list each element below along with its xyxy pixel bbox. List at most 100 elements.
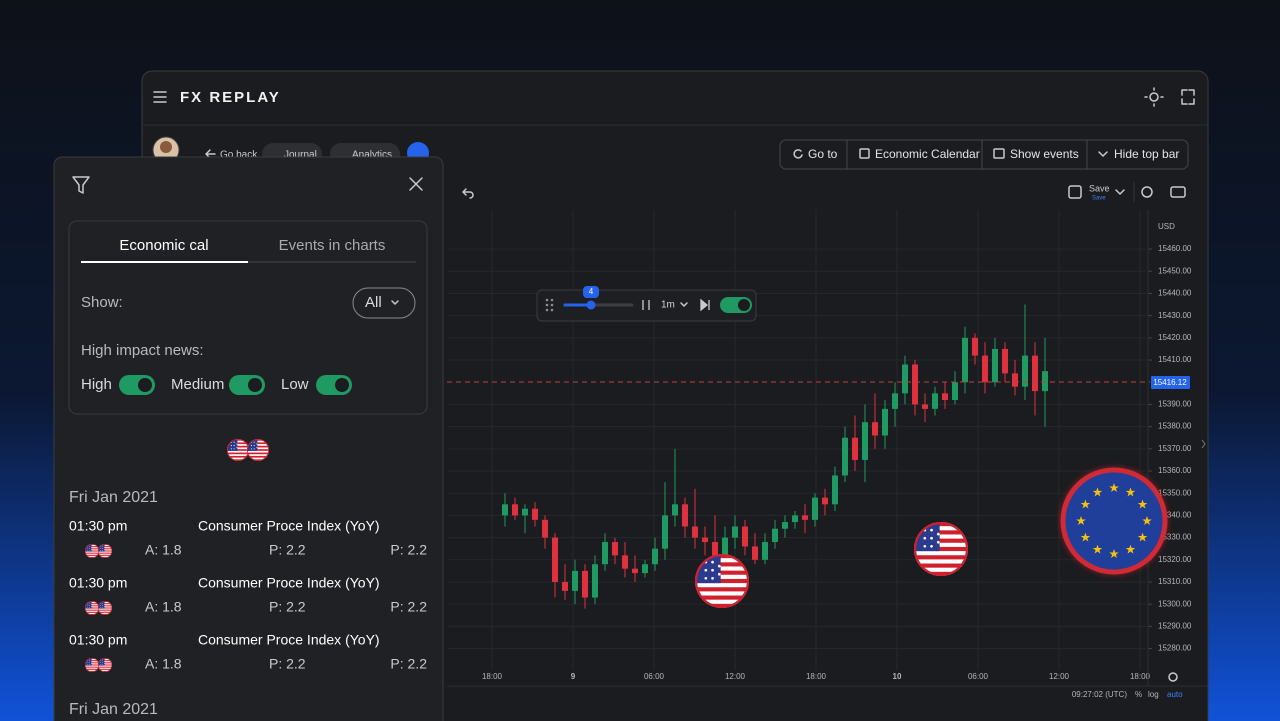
y-tick-label: 15310.00 xyxy=(1158,577,1192,586)
impact-toggles: High Medium Low xyxy=(81,375,352,395)
y-tick-label: 15410.00 xyxy=(1158,355,1192,364)
candle-body xyxy=(582,570,588,598)
layout-checkbox[interactable] xyxy=(1068,185,1082,199)
toggle-label: Medium xyxy=(171,376,224,393)
eu-event-flag[interactable] xyxy=(1060,467,1168,575)
toolbar-button[interactable]: Go to xyxy=(808,147,838,161)
toolbar-button[interactable]: Show events xyxy=(1010,147,1079,161)
log-toggle[interactable]: log xyxy=(1148,690,1159,699)
flag-icon xyxy=(98,658,112,672)
candle-body xyxy=(992,348,998,383)
price-label: 15416.12 xyxy=(1153,378,1187,387)
speed-knob[interactable] xyxy=(586,300,596,310)
event-actual: A: 1.8 xyxy=(145,542,182,558)
candle-body xyxy=(742,526,748,547)
candle-body xyxy=(592,564,598,598)
save-dropdown[interactable] xyxy=(1115,189,1125,195)
y-tick-label: 15280.00 xyxy=(1158,644,1192,653)
fullscreen-icon[interactable] xyxy=(1181,89,1195,105)
goto-icon xyxy=(793,149,803,159)
avatar-face xyxy=(160,141,172,153)
event-title: Consumer Proce Index (YoY) xyxy=(198,632,380,648)
go-back[interactable]: Go back xyxy=(220,150,258,161)
logo: FX REPLAY xyxy=(180,89,281,106)
close-button[interactable] xyxy=(409,177,423,191)
dropdown-chevron xyxy=(391,300,399,305)
y-tick-label: 15340.00 xyxy=(1158,511,1192,520)
axis-settings[interactable] xyxy=(1168,672,1178,682)
event-previous: P: 2.2 xyxy=(269,656,306,672)
candle-body xyxy=(782,522,788,529)
analytics: Analytics xyxy=(352,150,392,161)
event-time: 01:30 pm xyxy=(69,575,127,591)
skip-icon[interactable] xyxy=(700,298,710,312)
candle-body xyxy=(762,542,768,560)
chart: 18:00 9 06:00 12:00 18:00 10 06:00 12:00 18:00 15… xyxy=(447,210,1192,681)
tab-active[interactable]: Economic cal xyxy=(119,237,208,254)
candle-body xyxy=(772,528,778,543)
speed: 4 xyxy=(589,287,594,296)
y-tick-label: 15440.00 xyxy=(1158,289,1192,298)
flag-icon xyxy=(85,544,99,558)
undo-icon[interactable] xyxy=(462,188,474,199)
timeframe-dropdown[interactable] xyxy=(680,302,688,307)
candle-body xyxy=(892,393,898,409)
price-label-bg xyxy=(1151,376,1190,389)
y-tick-label: 15350.00 xyxy=(1158,488,1192,497)
y-tick-label: 15420.00 xyxy=(1158,333,1192,342)
date-heading: Fri Jan 2021 xyxy=(69,489,158,506)
toolbar-button[interactable]: Hide top bar xyxy=(1114,147,1179,161)
toolbar-button[interactable]: Economic Calendar xyxy=(875,147,980,161)
x-tick-label: 06:00 xyxy=(644,672,665,681)
candle-body xyxy=(922,404,928,409)
y-tick-label: 15370.00 xyxy=(1158,444,1192,453)
show-dropdown[interactable] xyxy=(352,287,416,319)
y-tick-label: 15320.00 xyxy=(1158,555,1192,564)
tab[interactable]: Events in charts xyxy=(279,237,386,254)
filter-panel xyxy=(53,156,444,721)
event-list: Fri Jan 2021 01:30 pm Consumer Proce Index… xyxy=(69,489,427,718)
expand-arrow[interactable] xyxy=(1201,439,1206,449)
event-actual: A: 1.8 xyxy=(145,599,182,615)
flag-icon xyxy=(247,439,269,461)
y-tick-label: 15430.00 xyxy=(1158,311,1192,320)
save[interactable]: Save xyxy=(1089,183,1110,193)
y-tick-label: 15380.00 xyxy=(1158,422,1192,431)
percent-toggle[interactable]: % xyxy=(1135,690,1142,699)
save-sub: Save xyxy=(1092,196,1106,202)
event-forecast: P: 2.2 xyxy=(390,599,427,615)
x-tick-label: 18:00 xyxy=(482,672,503,681)
candle-body xyxy=(542,519,548,538)
flag-icon xyxy=(227,439,249,461)
currency[interactable]: USD xyxy=(1158,222,1175,231)
candle-body xyxy=(602,542,608,565)
event-title: Consumer Proce Index (YoY) xyxy=(198,575,380,591)
candle-body xyxy=(672,504,678,516)
candle-body xyxy=(932,393,938,409)
event-time: 01:30 pm xyxy=(69,518,127,534)
candle-body xyxy=(532,508,538,520)
timeframe[interactable]: 1m xyxy=(661,300,675,311)
event-title: Consumer Proce Index (YoY) xyxy=(198,518,380,534)
event-time: 01:30 pm xyxy=(69,632,127,648)
us-event-flag[interactable] xyxy=(914,522,968,576)
candle-body xyxy=(902,364,908,394)
y-tick-label: 15300.00 xyxy=(1158,599,1192,608)
candle-body xyxy=(512,504,518,516)
us-event-flag[interactable] xyxy=(695,554,749,608)
drag-handle[interactable] xyxy=(545,298,554,312)
y-tick-label: 15360.00 xyxy=(1158,466,1192,475)
filter-icon xyxy=(72,176,90,194)
settings-icon[interactable] xyxy=(1141,186,1153,198)
candle-body xyxy=(862,422,868,460)
candle-body xyxy=(552,537,558,582)
pause-icon[interactable] xyxy=(642,300,650,310)
snapshot-icon[interactable] xyxy=(1170,186,1186,198)
theme-icon[interactable] xyxy=(1144,87,1164,107)
candle-body xyxy=(502,504,508,516)
auto-toggle[interactable]: auto xyxy=(1167,690,1183,699)
menu-icon[interactable] xyxy=(153,91,167,103)
button-group xyxy=(779,139,1189,170)
